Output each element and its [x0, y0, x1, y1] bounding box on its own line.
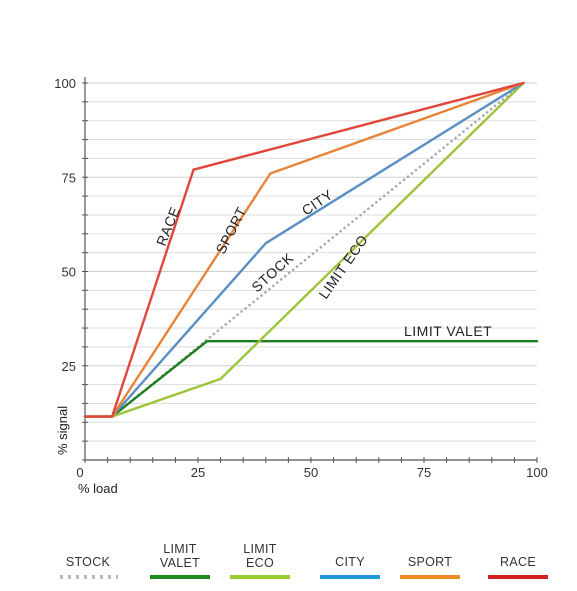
series-line-city: [83, 81, 525, 418]
x-axis-title: % load: [78, 481, 118, 496]
y-tick-label: 50: [62, 265, 76, 280]
legend-item-sport: SPORT: [400, 555, 460, 579]
legend-label: RACE: [500, 555, 536, 569]
series-lines: [83, 81, 539, 418]
series-label-limit-eco: LIMIT ECO: [315, 232, 371, 302]
x-tick-label: 75: [417, 465, 431, 480]
axes: 25 50 75 100 0 25 50 75 100: [54, 76, 548, 480]
legend-item-race: RACE: [488, 555, 548, 579]
legend-label: CITY: [335, 555, 365, 569]
legend-item-city: CITY: [320, 555, 380, 579]
legend-item-stock: STOCK: [60, 555, 118, 579]
series-label-limit-valet: LIMIT VALET: [404, 323, 492, 339]
series-line-race: [83, 81, 525, 418]
series-line-stock: [83, 81, 525, 418]
x-tick-label: 25: [191, 465, 205, 480]
legend-label: SPORT: [408, 555, 452, 569]
y-axis-title: % signal: [55, 406, 70, 455]
y-tick-label: 75: [62, 170, 76, 185]
series-line-sport: [83, 81, 525, 418]
x-tick-label: 100: [526, 465, 548, 480]
x-tick-label: 0: [76, 465, 83, 480]
series-label-sport: SPORT: [212, 204, 249, 256]
legend-label-line-2: VALET: [160, 556, 200, 570]
legend-label-line-1: LIMIT: [163, 542, 197, 556]
legend-label: STOCK: [66, 555, 111, 569]
y-tick-label: 100: [54, 76, 76, 91]
series-label-city: CITY: [299, 186, 336, 218]
series-line-limit-eco: [83, 81, 525, 418]
legend-label-line-1: LIMIT: [243, 542, 277, 556]
legend-label-line-2: ECO: [246, 556, 274, 570]
series-label-race: RACE: [153, 204, 183, 248]
x-tick-label: 50: [304, 465, 318, 480]
y-tick-label: 25: [62, 359, 76, 374]
